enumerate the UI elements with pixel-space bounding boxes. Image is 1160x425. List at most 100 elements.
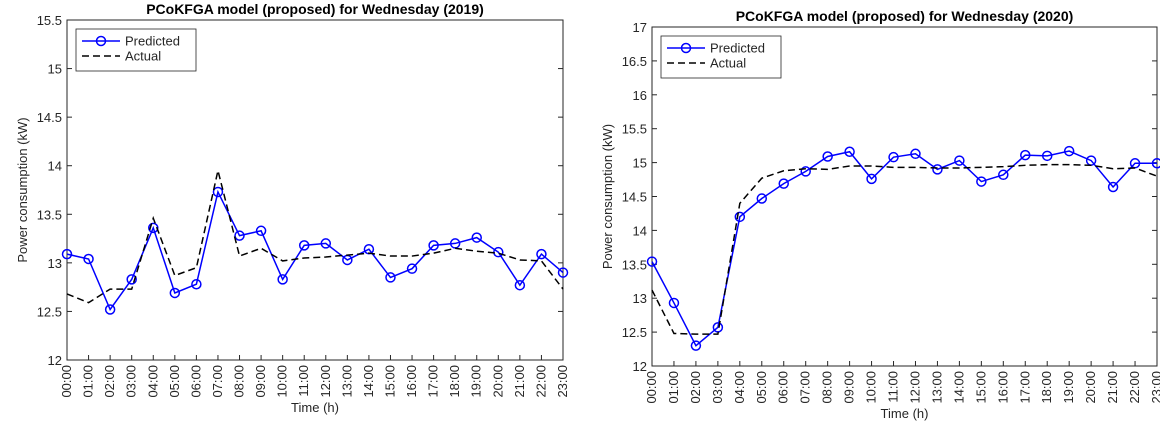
x-tick-label: 11:00 xyxy=(886,371,901,403)
y-tick-label: 12.5 xyxy=(37,304,62,319)
x-tick-label: 21:00 xyxy=(512,365,527,398)
marker xyxy=(866,173,877,185)
marker xyxy=(1063,145,1075,157)
x-tick-label: 09:00 xyxy=(842,371,857,404)
marker xyxy=(61,248,73,260)
y-tick-label: 16 xyxy=(633,88,647,103)
marker xyxy=(668,297,680,309)
marker xyxy=(1020,149,1031,161)
marker xyxy=(320,238,332,249)
x-tick-label: 17:00 xyxy=(1017,371,1032,404)
y-tick-label: 14.5 xyxy=(622,190,647,205)
x-tick-label: 15:00 xyxy=(973,371,988,404)
x-tick-label: 20:00 xyxy=(1083,371,1098,404)
marker xyxy=(976,176,987,187)
x-tick-label: 23:00 xyxy=(1149,371,1160,404)
y-axis-label: Power consumption (kW) xyxy=(600,124,615,269)
marker xyxy=(646,256,658,267)
marker xyxy=(822,151,833,162)
legend-box xyxy=(660,35,782,79)
y-tick-label: 15.5 xyxy=(37,13,62,28)
marker xyxy=(471,232,482,243)
x-tick-label: 14:00 xyxy=(361,365,376,398)
marker xyxy=(385,272,396,283)
y-tick-label: 13.5 xyxy=(37,207,62,222)
plot-area xyxy=(66,19,564,361)
marker xyxy=(277,274,288,285)
x-tick-label: 19:00 xyxy=(1061,371,1076,404)
legend-box xyxy=(75,28,197,72)
marker xyxy=(126,274,137,285)
y-tick-label: 15 xyxy=(48,62,62,77)
x-tick-label: 23:00 xyxy=(555,365,570,398)
y-tick-label: 14.5 xyxy=(37,110,62,125)
x-tick-label: 18:00 xyxy=(447,365,462,398)
x-tick-label: 15:00 xyxy=(382,365,397,398)
marker xyxy=(104,304,116,315)
y-tick-label: 17 xyxy=(633,20,647,35)
x-tick-label: 04:00 xyxy=(145,365,160,398)
marker xyxy=(557,267,569,278)
x-tick-label: 07:00 xyxy=(210,365,225,398)
x-tick-label: 08:00 xyxy=(232,365,247,398)
legend-label: Predicted xyxy=(125,34,180,49)
x-tick-label: 22:00 xyxy=(533,365,548,398)
series-line xyxy=(66,170,564,304)
x-tick-label: 21:00 xyxy=(1105,371,1120,404)
legend-marker xyxy=(680,42,692,54)
marker xyxy=(888,151,899,163)
marker xyxy=(169,287,181,299)
legend-marker xyxy=(95,35,107,47)
legend-label: Actual xyxy=(125,49,161,64)
marker xyxy=(514,279,526,291)
marker xyxy=(212,186,224,198)
x-tick-label: 09:00 xyxy=(253,365,268,398)
x-tick-label: 17:00 xyxy=(426,365,441,398)
marker xyxy=(1107,181,1119,193)
marker xyxy=(756,193,768,204)
x-tick-label: 12:00 xyxy=(318,365,333,398)
series-line xyxy=(651,163,1158,335)
x-tick-label: 20:00 xyxy=(490,365,505,398)
x-tick-label: 22:00 xyxy=(1127,371,1142,404)
x-tick-label: 03:00 xyxy=(710,371,725,404)
marker xyxy=(954,155,965,166)
marker xyxy=(298,240,310,251)
marker xyxy=(255,225,267,237)
x-tick-label: 00:00 xyxy=(59,365,74,398)
y-tick-label: 15 xyxy=(633,156,647,171)
marker xyxy=(998,169,1009,181)
x-tick-label: 13:00 xyxy=(339,365,354,398)
marker xyxy=(406,263,418,274)
x-tick-label: 18:00 xyxy=(1039,371,1054,404)
marker xyxy=(778,178,789,189)
y-tick-label: 12 xyxy=(48,353,62,368)
legend-label: Actual xyxy=(710,56,746,71)
x-tick-label: 01:00 xyxy=(666,371,681,404)
y-tick-label: 14 xyxy=(48,159,62,174)
marker xyxy=(536,248,547,260)
x-tick-label: 06:00 xyxy=(776,371,791,404)
x-axis-label: Time (h) xyxy=(291,400,339,415)
marker xyxy=(910,148,921,160)
marker xyxy=(844,146,855,158)
x-tick-label: 00:00 xyxy=(644,371,659,404)
y-axis-label: Power consumption (kW) xyxy=(15,117,30,262)
y-tick-label: 13 xyxy=(48,256,62,271)
x-tick-label: 02:00 xyxy=(102,365,117,398)
x-tick-label: 19:00 xyxy=(469,365,484,398)
marker xyxy=(690,340,702,351)
plot-area xyxy=(651,26,1158,367)
chart-title: PCoKFGA model (proposed) for Wednesday (… xyxy=(736,8,1074,24)
y-tick-label: 12.5 xyxy=(622,325,647,340)
x-tick-label: 16:00 xyxy=(995,371,1010,404)
x-axis-label: Time (h) xyxy=(881,406,929,421)
marker xyxy=(1041,150,1053,162)
x-tick-label: 08:00 xyxy=(820,371,835,404)
x-tick-label: 04:00 xyxy=(732,371,747,404)
x-tick-label: 10:00 xyxy=(864,371,879,404)
x-tick-label: 16:00 xyxy=(404,365,419,398)
x-tick-label: 10:00 xyxy=(275,365,290,398)
marker xyxy=(800,166,811,177)
